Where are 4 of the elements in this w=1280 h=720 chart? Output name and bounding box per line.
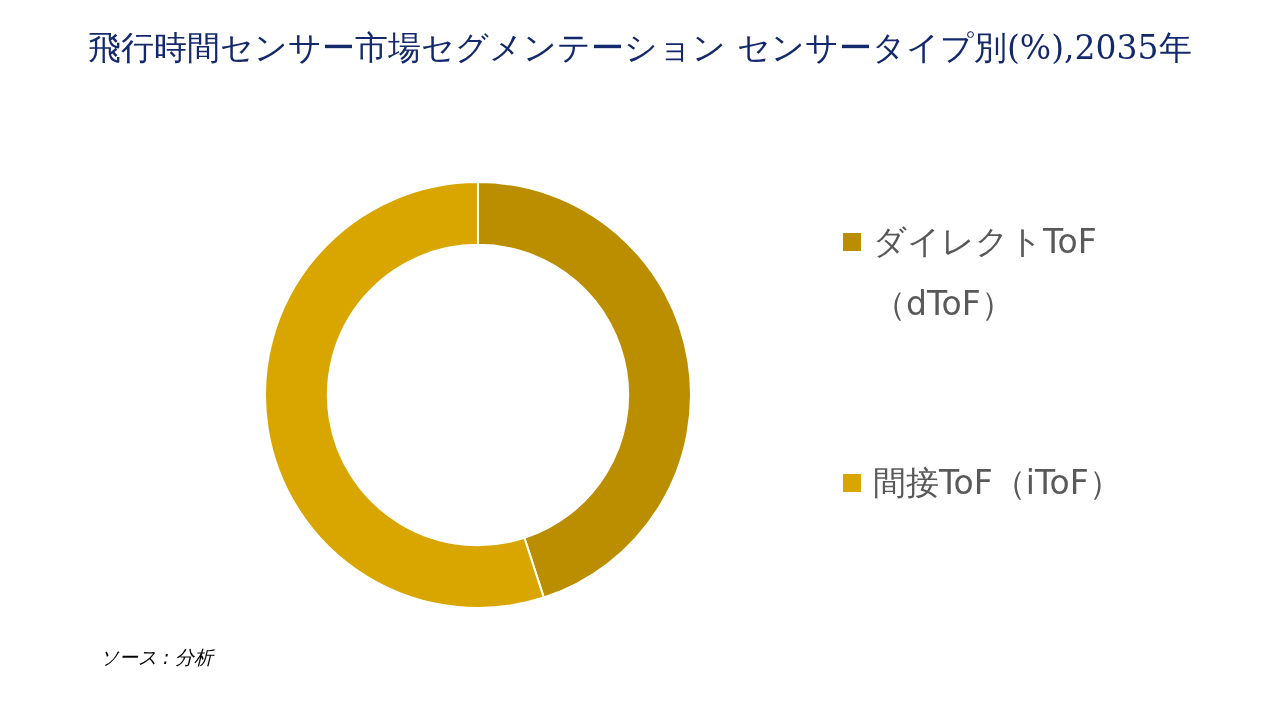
legend-label: 間接ToF（iToF） (873, 463, 1122, 502)
legend-label: ダイレクトToF（dToF） (873, 222, 1097, 323)
chart-title: 飛行時間センサー市場セグメンテーション センサータイプ別(%),2035年 (87, 27, 1193, 69)
text: ソース : 分析 (100, 645, 214, 670)
